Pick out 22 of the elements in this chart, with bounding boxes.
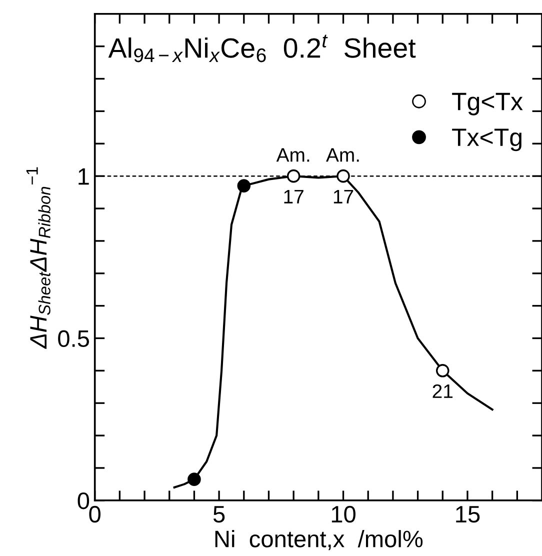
legend-label: Tx<Tg xyxy=(452,128,522,152)
point xyxy=(436,364,450,378)
legend-label: Tg<Tx xyxy=(452,92,523,116)
x-tick-label: 5 xyxy=(213,506,225,523)
y-axis-title: ΔH$_{Sheet}$ΔH$_{Ribbon}$$^{−1}$ xyxy=(26,167,50,349)
y-tick-label: 0 xyxy=(78,492,90,510)
annotation: Am. xyxy=(276,148,310,162)
x-tick-label: 15 xyxy=(456,506,480,523)
point xyxy=(188,472,201,486)
annotation: 17 xyxy=(284,190,304,204)
point xyxy=(286,169,300,183)
annotation: Am. xyxy=(326,148,359,162)
chart-title: Al$_{94−x}$Ni$_{x}$Ce$_{6}$ 0.2$^{t}$ Sheet xyxy=(108,34,416,62)
y-tick-label: 1 xyxy=(78,168,89,185)
x-tick-label: 10 xyxy=(332,506,356,523)
annotation: 21 xyxy=(432,384,452,398)
point xyxy=(336,169,350,183)
x-axis-title: Ni content,x /mol% xyxy=(215,530,423,550)
y-tick-label: 0.5 xyxy=(58,330,89,348)
point xyxy=(237,179,251,192)
annotation: 17 xyxy=(334,190,354,204)
x-tick-label: 0 xyxy=(89,506,100,523)
